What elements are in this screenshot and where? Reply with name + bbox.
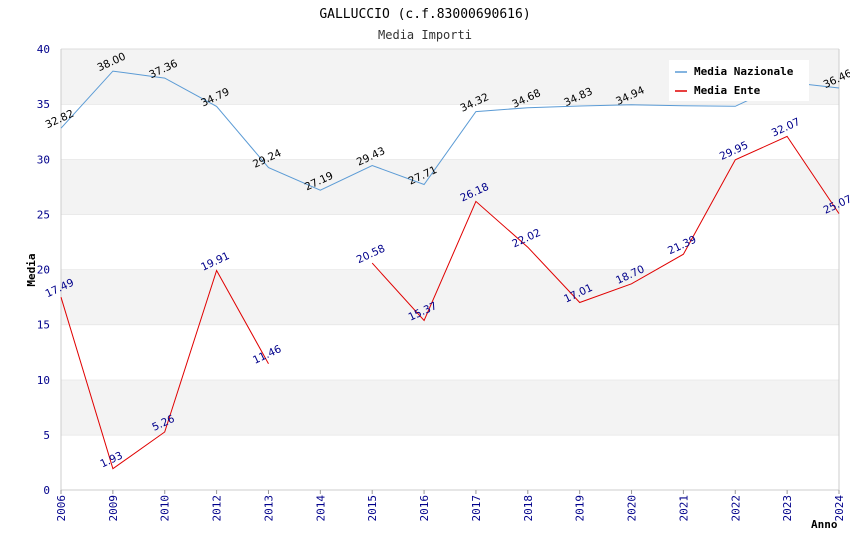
- y-tick-label: 20: [37, 264, 50, 277]
- x-tick-label: 2006: [55, 495, 68, 522]
- y-tick-label: 5: [43, 429, 50, 442]
- chart-title: GALLUCCIO (c.f.83000690616): [319, 7, 530, 22]
- grid-band: [61, 104, 839, 160]
- x-tick-label: 2015: [366, 495, 379, 522]
- x-tick-label: 2014: [314, 495, 327, 522]
- x-axis-label: Anno: [811, 518, 838, 531]
- y-tick-label: 0: [43, 484, 50, 497]
- chart-subtitle: Media Importi: [378, 28, 472, 42]
- grid-band: [61, 434, 839, 490]
- legend-label-ente: Media Ente: [694, 84, 761, 97]
- y-tick-label: 10: [37, 374, 50, 387]
- legend: Media Nazionale Media Ente: [669, 60, 809, 101]
- x-tick-label: 2016: [418, 495, 431, 522]
- y-tick-label: 15: [37, 319, 50, 332]
- x-tick-label: 2013: [262, 495, 275, 522]
- legend-label-nazionale: Media Nazionale: [694, 65, 794, 78]
- x-tick-label: 2009: [107, 495, 120, 522]
- x-tick-label: 2017: [470, 495, 483, 522]
- x-tick-label: 2021: [677, 495, 690, 522]
- series-line-ente: [60, 269, 269, 470]
- x-tick-label: 2018: [522, 495, 535, 522]
- y-tick-label: 35: [37, 98, 50, 111]
- x-tick-label: 2019: [574, 495, 587, 522]
- x-tick-label: 2012: [211, 495, 224, 522]
- y-tick-label: 40: [37, 43, 50, 56]
- x-tick-label: 2023: [781, 495, 794, 522]
- y-tick-label: 30: [37, 153, 50, 166]
- grid-band: [61, 269, 839, 325]
- x-tick-label: 2010: [159, 495, 172, 522]
- y-axis-label: Media: [25, 253, 38, 286]
- grid-band: [61, 159, 839, 215]
- legend-box: [669, 60, 809, 101]
- x-axis: 2006 2009 2010 2012 2013 2014 2015 2016 2017 2018…: [55, 490, 846, 522]
- series-line-ente: [371, 135, 840, 322]
- x-tick-label: 2024: [833, 495, 846, 522]
- grid-bands: [60, 48, 840, 491]
- grid-band: [61, 324, 839, 380]
- series-line-nazionale: [60, 70, 840, 191]
- series-lines: [60, 70, 840, 470]
- x-tick-label: 2020: [626, 495, 639, 522]
- x-tick-label: 2022: [729, 495, 742, 522]
- grid-band: [61, 379, 839, 435]
- y-tick-label: 25: [37, 208, 50, 221]
- y-axis: 0 5 10 15 20 25 30 35 40: [37, 43, 50, 497]
